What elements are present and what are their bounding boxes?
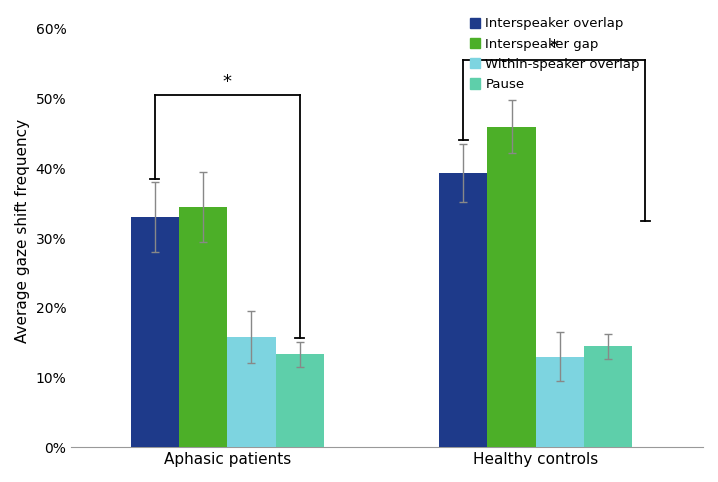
Bar <box>488 126 536 447</box>
Legend: Interspeaker overlap, Interspeaker gap, Within-speaker overlap, Pause: Interspeaker overlap, Interspeaker gap, … <box>470 17 640 91</box>
Bar <box>276 354 324 447</box>
Text: *: * <box>223 73 232 91</box>
Bar <box>228 337 276 447</box>
Text: *: * <box>550 38 559 56</box>
Y-axis label: Average gaze shift frequency: Average gaze shift frequency <box>15 119 30 343</box>
Bar <box>439 173 488 447</box>
Bar <box>179 207 228 447</box>
Bar <box>131 217 179 447</box>
Bar <box>584 346 633 447</box>
Bar <box>536 357 584 447</box>
